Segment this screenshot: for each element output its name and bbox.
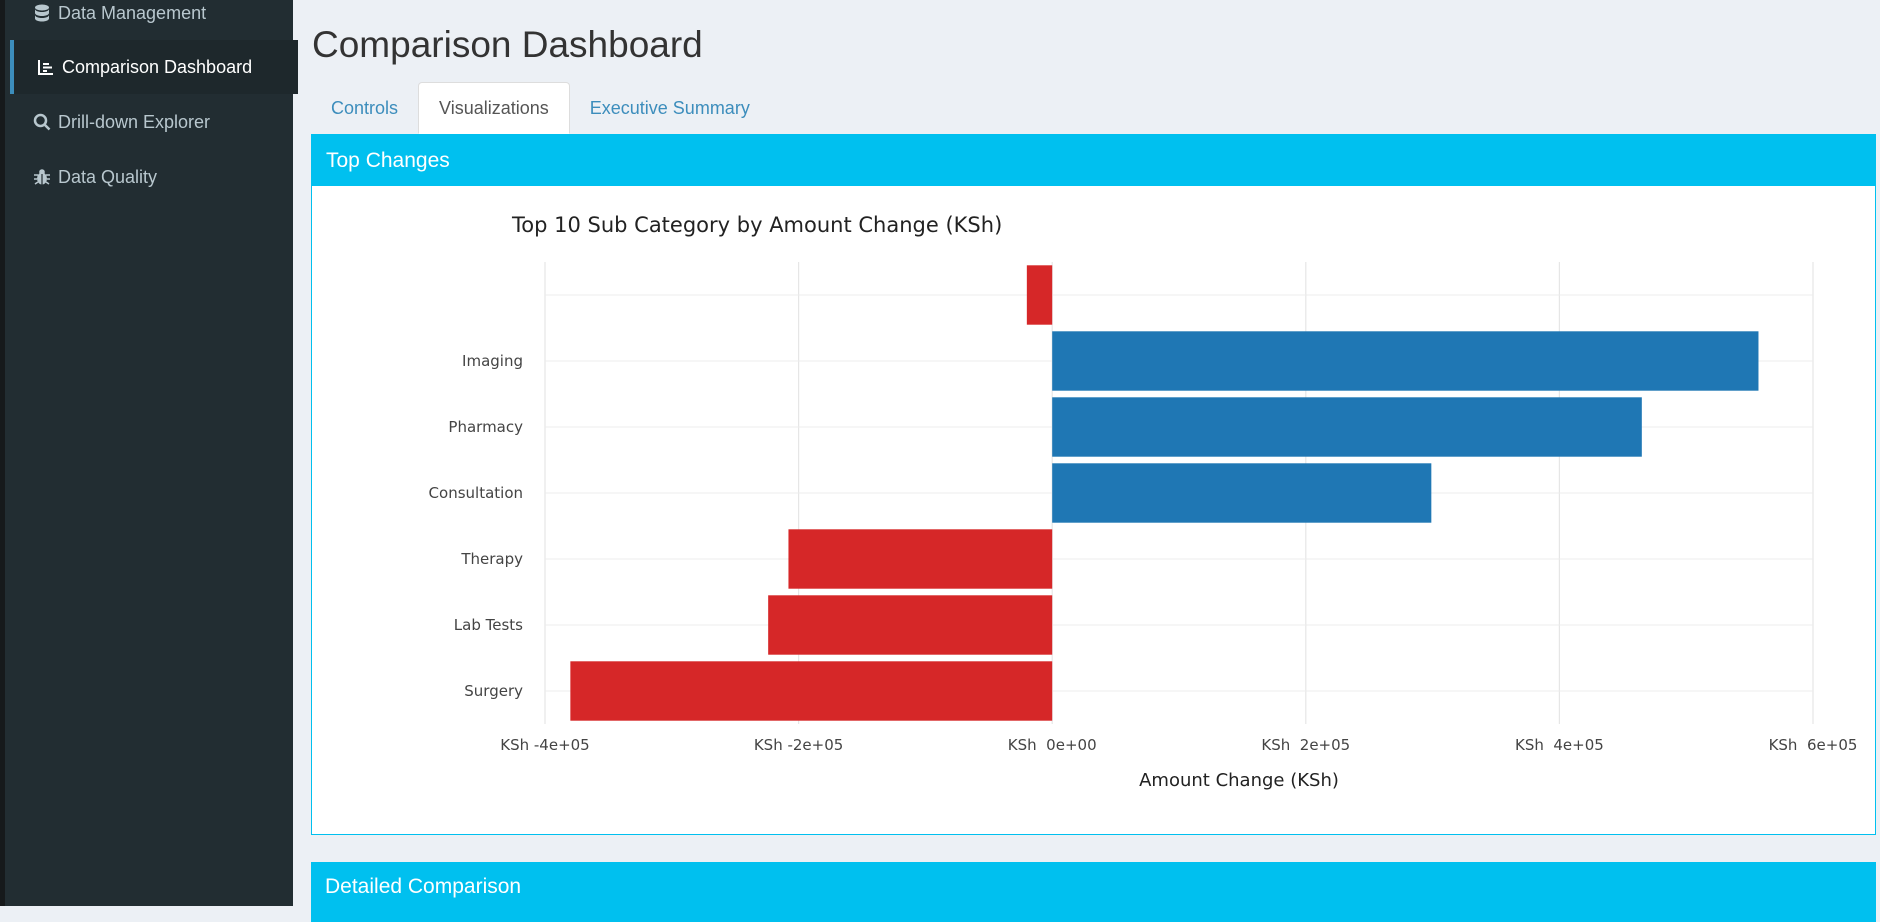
y-tick-label: Consultation	[429, 484, 523, 502]
database-icon	[32, 3, 52, 23]
sidebar-item-comparison-dashboard[interactable]: Comparison Dashboard	[10, 40, 298, 94]
panel-title: Detailed Comparison	[311, 862, 1876, 912]
y-tick-label: Imaging	[462, 352, 523, 370]
bar	[768, 595, 1053, 655]
x-axis-label: Amount Change (KSh)	[1139, 770, 1339, 791]
tab-controls[interactable]: Controls	[331, 97, 399, 118]
chart-title: Top 10 Sub Category by Amount Change (KS…	[511, 213, 1002, 237]
bar-chart-icon	[36, 57, 56, 77]
bug-icon	[32, 167, 52, 187]
tab-bar: Controls Visualizations Executive Summar…	[311, 82, 770, 134]
sidebar: Data Management Comparison Dashboard Dri…	[0, 0, 298, 906]
bar	[570, 661, 1053, 721]
panel-title: Top Changes	[312, 135, 1875, 186]
tab-executive-summary[interactable]: Executive Summary	[589, 97, 750, 118]
sidebar-item-label: Data Management	[58, 2, 207, 23]
sidebar-item-label: Data Quality	[58, 166, 158, 187]
x-tick-label: KSh 2e+05	[1261, 736, 1350, 754]
tab-visualizations[interactable]: Visualizations	[418, 82, 570, 134]
bar	[1052, 331, 1759, 391]
x-tick-label: KSh -2e+05	[754, 736, 843, 754]
sidebar-item-drill-down-explorer[interactable]: Drill-down Explorer	[10, 95, 298, 149]
sidebar-item-data-quality[interactable]: Data Quality	[10, 150, 298, 204]
y-tick-label: Lab Tests	[454, 616, 523, 634]
search-icon	[32, 112, 52, 132]
chart-container: Top 10 Sub Category by Amount Change (KS…	[312, 186, 1875, 834]
x-tick-label: KSh 6e+05	[1769, 736, 1858, 754]
bar	[1052, 463, 1432, 523]
top-changes-chart: Top 10 Sub Category by Amount Change (KS…	[429, 213, 1858, 791]
y-tick-label: Surgery	[464, 682, 523, 700]
sidebar-item-label: Drill-down Explorer	[58, 111, 211, 132]
y-tick-label: Therapy	[460, 550, 523, 568]
sidebar-item-data-management[interactable]: Data Management	[10, 0, 298, 40]
x-tick-label: KSh 0e+00	[1008, 736, 1097, 754]
x-tick-label: KSh -4e+05	[500, 736, 589, 754]
page-title: Comparison Dashboard	[312, 24, 703, 65]
bar	[1026, 265, 1053, 325]
top-changes-panel: Top Changes Top 10 Sub Category by Amoun…	[311, 134, 1876, 835]
detailed-comparison-panel: Detailed Comparison	[311, 862, 1876, 922]
bar	[788, 529, 1053, 589]
x-tick-label: KSh 4e+05	[1515, 736, 1604, 754]
bar	[1052, 397, 1642, 457]
y-tick-label: Pharmacy	[448, 418, 523, 436]
sidebar-item-label: Comparison Dashboard	[62, 56, 253, 77]
